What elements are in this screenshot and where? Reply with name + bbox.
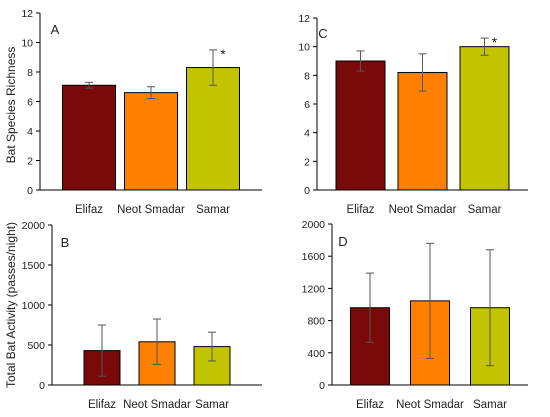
x-tick-label: Neot Smadar xyxy=(117,204,185,216)
y-tick-label: 8 xyxy=(304,70,310,82)
bar xyxy=(124,92,178,191)
y-tick-label: 1500 xyxy=(22,260,46,272)
y-tick-label: 6 xyxy=(304,99,310,111)
y-axis-label-richness: Bat Species Richness xyxy=(4,47,18,164)
y-tick-label: 8 xyxy=(27,67,33,79)
x-tick-label: Neot Smadar xyxy=(396,399,464,411)
panel-a: * 0 2 4 6 8 10 12 Elifaz Neot Smadar Samar A xyxy=(21,8,262,216)
panel-label: D xyxy=(338,234,347,249)
y-tick-label: 400 xyxy=(307,348,325,360)
panel-b: 0 500 1000 1500 2000 Elifaz Neot Smadar Samar B xyxy=(22,220,262,411)
x-tick-label: Samar xyxy=(196,204,230,216)
y-tick-label: 2 xyxy=(304,156,310,168)
bar xyxy=(335,60,386,191)
bar xyxy=(397,71,448,191)
y-tick-label: 10 xyxy=(21,38,33,50)
panel-label: C xyxy=(318,26,327,41)
panel-c: * 0 2 4 6 8 10 12 Elifaz Neot Smadar Samar C xyxy=(298,13,528,216)
y-tick-label: 0 xyxy=(27,185,33,197)
x-tick-label: Neot Smadar xyxy=(123,399,191,411)
y-tick-label: 6 xyxy=(27,97,33,109)
bar xyxy=(186,67,240,191)
y-tick-label: 1000 xyxy=(22,300,46,312)
x-tick-label: Neot Smadar xyxy=(389,204,457,216)
y-tick-label: 2000 xyxy=(22,220,46,232)
y-axis-label-activity: Total Bat Activity (passes/night) xyxy=(4,222,18,388)
bar xyxy=(350,307,390,386)
panel-label: A xyxy=(51,22,60,37)
significance-mark: * xyxy=(492,34,498,50)
x-tick-label: Elifaz xyxy=(346,204,374,216)
y-tick-label: 10 xyxy=(298,42,310,54)
significance-mark: * xyxy=(220,46,226,62)
x-tick-label: Samar xyxy=(473,399,507,411)
y-tick-label: 12 xyxy=(298,13,310,25)
y-tick-label: 2 xyxy=(27,156,33,168)
bar xyxy=(62,84,116,191)
bar xyxy=(459,46,510,191)
y-tick-label: 0 xyxy=(304,185,310,197)
y-tick-label: 500 xyxy=(27,340,45,352)
y-tick-label: 800 xyxy=(307,316,325,328)
panel-label: B xyxy=(61,235,70,250)
panels: * 0 2 4 6 8 10 12 Elifaz Neot Smadar Samar A * 0 2 4 6 8 1… xyxy=(21,8,528,411)
x-tick-label: Elifaz xyxy=(356,399,384,411)
y-tick-label: 4 xyxy=(304,128,310,140)
y-tick-label: 0 xyxy=(39,380,45,392)
panel-d: 0 400 800 1200 1600 2000 Elifaz Neot Smadar Sama… xyxy=(302,219,528,411)
y-tick-label: 1600 xyxy=(302,251,326,263)
x-tick-label: Samar xyxy=(468,204,502,216)
y-tick-label: 1200 xyxy=(302,283,326,295)
x-tick-label: Elifaz xyxy=(88,399,116,411)
y-tick-label: 0 xyxy=(319,380,325,392)
x-tick-label: Elifaz xyxy=(75,204,103,216)
y-tick-label: 2000 xyxy=(302,219,326,231)
y-tick-label: 12 xyxy=(21,8,33,20)
x-tick-label: Samar xyxy=(195,399,229,411)
y-tick-label: 4 xyxy=(27,126,33,138)
